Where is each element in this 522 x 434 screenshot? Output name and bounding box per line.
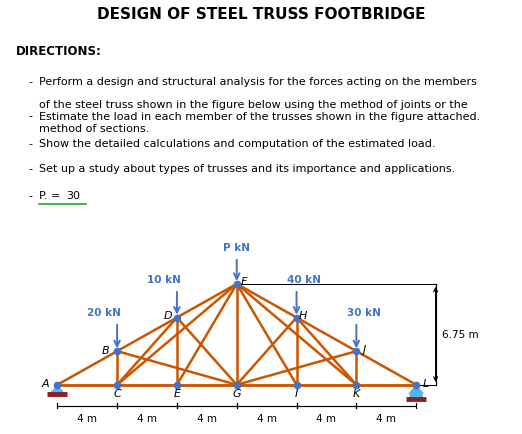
Text: P kN: P kN xyxy=(223,242,250,252)
Text: -: - xyxy=(29,191,33,201)
Text: -: - xyxy=(29,77,33,87)
Circle shape xyxy=(417,394,422,399)
Text: -: - xyxy=(29,138,33,148)
Text: 4 m: 4 m xyxy=(257,413,277,423)
Text: P. =: P. = xyxy=(39,191,64,201)
Text: of the steel truss shown in the figure below using the method of joints or the: of the steel truss shown in the figure b… xyxy=(39,100,468,110)
Text: F: F xyxy=(240,276,247,286)
Text: 20 kN: 20 kN xyxy=(87,307,121,317)
Text: -: - xyxy=(29,163,33,173)
Polygon shape xyxy=(49,385,66,394)
Text: E: E xyxy=(173,388,181,398)
Text: 4 m: 4 m xyxy=(376,413,396,423)
Text: 6.75 m: 6.75 m xyxy=(442,329,478,339)
Text: 30: 30 xyxy=(66,191,80,201)
Text: J: J xyxy=(363,344,366,354)
Text: Perform a design and structural analysis for the forces acting on the members: Perform a design and structural analysis… xyxy=(39,77,477,87)
Text: 4 m: 4 m xyxy=(316,413,337,423)
Text: DESIGN OF STEEL TRUSS FOOTBRIDGE: DESIGN OF STEEL TRUSS FOOTBRIDGE xyxy=(97,7,425,23)
Text: B: B xyxy=(102,345,110,355)
Text: 10 kN: 10 kN xyxy=(147,274,181,284)
Text: 4 m: 4 m xyxy=(77,413,97,423)
Text: C: C xyxy=(113,388,121,398)
Text: D: D xyxy=(163,310,172,320)
Text: Estimate the load in each member of the trusses shown in the figure attached.: Estimate the load in each member of the … xyxy=(39,111,480,121)
Text: 4 m: 4 m xyxy=(137,413,157,423)
Text: 30 kN: 30 kN xyxy=(347,307,381,317)
Circle shape xyxy=(410,394,415,399)
Text: Set up a study about types of trusses and its importance and applications.: Set up a study about types of trusses an… xyxy=(39,163,455,173)
Text: G: G xyxy=(232,388,241,398)
Text: DIRECTIONS:: DIRECTIONS: xyxy=(16,45,102,57)
Circle shape xyxy=(413,394,419,399)
Text: H: H xyxy=(299,310,307,320)
Text: -: - xyxy=(29,111,33,121)
Text: 40 kN: 40 kN xyxy=(287,274,321,284)
Text: I: I xyxy=(295,388,298,398)
Text: Show the detailed calculations and computation of the estimated load.: Show the detailed calculations and compu… xyxy=(39,138,436,148)
Polygon shape xyxy=(408,385,424,394)
Text: K: K xyxy=(353,388,360,398)
Text: A: A xyxy=(42,378,49,388)
Text: method of sections.: method of sections. xyxy=(39,124,149,134)
Text: L: L xyxy=(423,378,429,388)
Text: 4 m: 4 m xyxy=(197,413,217,423)
